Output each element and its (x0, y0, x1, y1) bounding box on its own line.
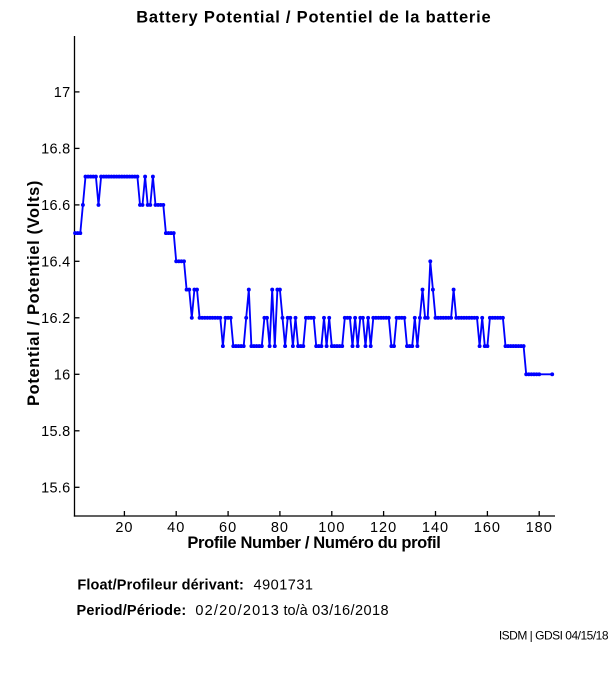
svg-text:17: 17 (54, 85, 71, 101)
svg-text:140: 140 (422, 520, 449, 536)
svg-text:16.8: 16.8 (41, 142, 70, 158)
svg-text:160: 160 (474, 520, 501, 536)
svg-text:16: 16 (54, 367, 71, 383)
svg-text:Profile Number / Numéro du pro: Profile Number / Numéro du profil (187, 534, 440, 552)
svg-text:Potential / Potentiel (Volts): Potential / Potentiel (Volts) (25, 180, 43, 406)
svg-text:16.2: 16.2 (41, 311, 70, 327)
svg-text:Float/Profileur dérivant:49017: Float/Profileur dérivant: 4901731 (77, 578, 313, 594)
svg-text:60: 60 (219, 520, 237, 536)
svg-text:ISDM | GDSI 04/15/18: ISDM | GDSI 04/15/18 (499, 628, 609, 642)
svg-text:100: 100 (318, 520, 345, 536)
svg-text:20: 20 (115, 520, 133, 536)
svg-text:16.4: 16.4 (41, 254, 70, 270)
svg-text:15.8: 15.8 (41, 424, 70, 440)
svg-text:120: 120 (370, 520, 397, 536)
svg-text:80: 80 (271, 520, 289, 536)
svg-text:40: 40 (167, 520, 185, 536)
svg-text:Battery Potential / Potentiel: Battery Potential / Potentiel de la batt… (136, 9, 491, 27)
svg-text:180: 180 (526, 520, 553, 536)
svg-text:15.6: 15.6 (41, 480, 70, 496)
svg-text:16.6: 16.6 (41, 198, 70, 214)
